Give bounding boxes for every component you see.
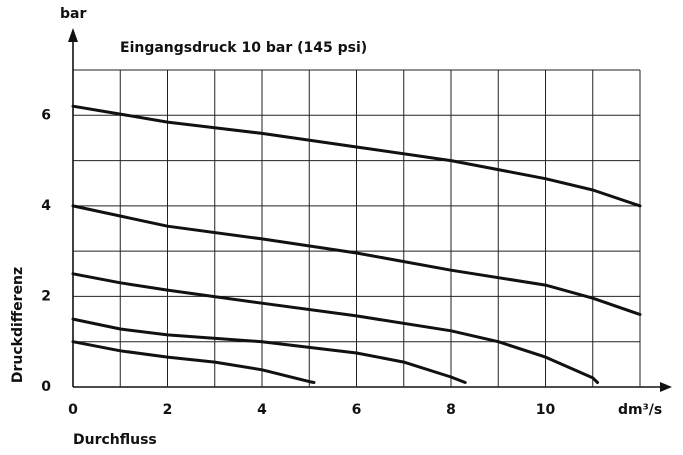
curve bbox=[71, 272, 599, 384]
curve bbox=[71, 204, 642, 316]
x-tick-label: 2 bbox=[163, 402, 173, 418]
x-tick-label: 0 bbox=[68, 402, 78, 418]
x-tick-label: 4 bbox=[257, 402, 267, 418]
x-tick-label: 10 bbox=[536, 402, 556, 418]
y-tick-label: 6 bbox=[41, 107, 51, 123]
x-tick-label: 8 bbox=[446, 402, 456, 418]
x-axis-label: Durchfluss bbox=[73, 432, 157, 448]
y-unit: bar bbox=[60, 6, 86, 22]
y-tick-label: 4 bbox=[41, 198, 51, 214]
curve bbox=[71, 104, 642, 208]
y-tick-label: 0 bbox=[41, 379, 51, 395]
y-tick-label: 2 bbox=[41, 288, 51, 304]
x-unit: dm³/s bbox=[618, 402, 662, 418]
y-axis-arrow bbox=[68, 28, 78, 42]
x-tick-label: 6 bbox=[352, 402, 362, 418]
curve bbox=[71, 317, 467, 384]
y-axis-label: Druckdifferenz bbox=[10, 267, 26, 383]
x-axis-arrow bbox=[660, 382, 672, 392]
curve bbox=[71, 340, 316, 384]
chart-title: Eingangsdruck 10 bar (145 psi) bbox=[120, 40, 367, 56]
